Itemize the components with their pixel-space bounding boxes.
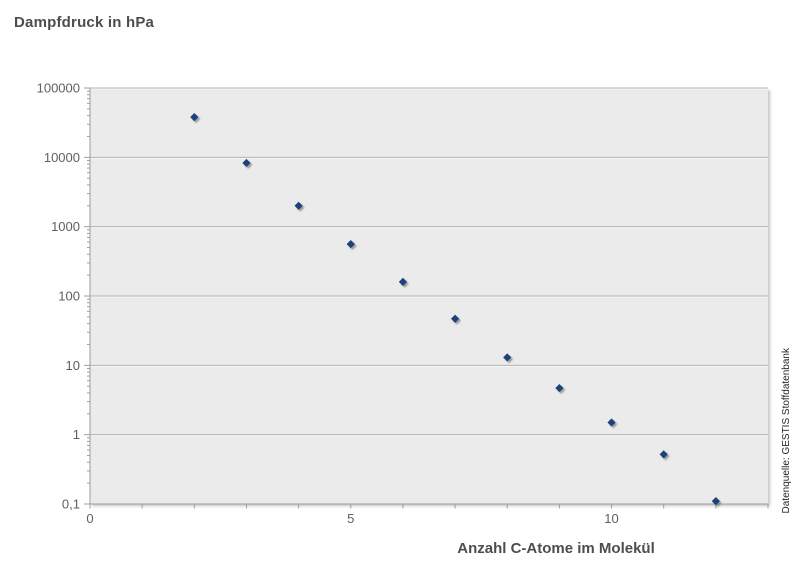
data-point	[398, 277, 408, 286]
y-tick-label: 0,1	[62, 497, 80, 512]
data-point	[346, 240, 355, 249]
data-point	[294, 201, 303, 210]
y-tick-label: 1	[73, 427, 80, 442]
x-tick-label: 5	[347, 511, 354, 526]
y-tick-label: 10000	[44, 150, 80, 165]
data-point	[711, 497, 720, 506]
y-tick-label: 100000	[37, 81, 80, 96]
x-tick-label: 0	[86, 511, 93, 526]
y-tick-label: 100	[58, 289, 80, 304]
chart-title: Dampfdruck in hPa	[14, 14, 155, 31]
y-tick-label: 10	[66, 358, 80, 373]
data-point	[607, 418, 616, 427]
data-point	[450, 314, 460, 323]
y-tick-label: 1000	[51, 219, 80, 234]
data-source-note: Datenquelle: GESTIS Stoffdatenbank	[781, 347, 792, 513]
data-point	[242, 158, 251, 168]
x-tick-label: 10	[604, 511, 618, 526]
data-point	[190, 113, 199, 122]
data-point	[659, 450, 668, 459]
data-point	[503, 353, 512, 362]
x-axis-label: Anzahl C-Atome im Molekül	[457, 540, 655, 557]
data-point	[555, 383, 564, 393]
